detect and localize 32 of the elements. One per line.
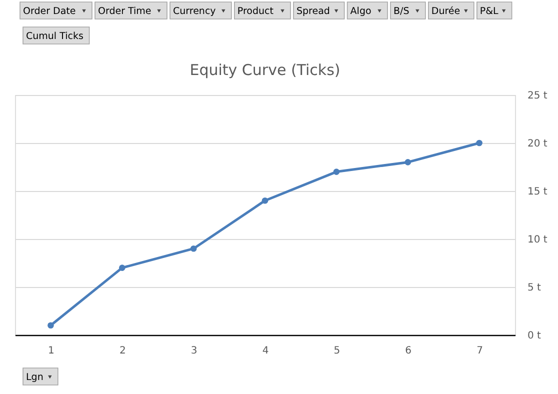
- x-tick-label: 5: [334, 346, 340, 356]
- text: Order Time: [98, 6, 152, 17]
- y-tick-label: 25 t: [528, 90, 548, 102]
- text: Lgn: [26, 372, 44, 383]
- y-tick-label: 5 t: [528, 282, 542, 294]
- y-tick-label: 15 t: [528, 186, 548, 198]
- x-tick-label: 2: [119, 346, 126, 356]
- point: [404, 159, 412, 166]
- y-tick-label: 0 t: [528, 330, 542, 342]
- x-tick-label: 7: [476, 346, 483, 356]
- x-tick-label: 4: [262, 346, 269, 356]
- text: Order Date: [23, 6, 76, 17]
- y-tick-label: 10 t: [528, 234, 548, 246]
- text: B/S: [394, 6, 410, 17]
- text: P&L: [480, 6, 500, 17]
- point: [190, 245, 197, 252]
- point: [262, 197, 268, 204]
- chart-title: Equity Curve (Ticks): [190, 61, 340, 79]
- point: [118, 264, 126, 271]
- text: Spread: [296, 6, 330, 17]
- point: [333, 168, 340, 175]
- x-tick-label: 1: [48, 346, 54, 356]
- text: Cumul Ticks: [26, 31, 84, 42]
- text: Currency: [173, 6, 216, 17]
- point: [476, 140, 482, 146]
- text: Product: [237, 6, 274, 17]
- point: [48, 322, 54, 329]
- x-tick-label: 3: [190, 346, 198, 356]
- text: Durée: [431, 6, 460, 17]
- text: Algo: [350, 6, 372, 17]
- x-tick-label: 6: [405, 346, 412, 356]
- y-tick-label: 20 t: [528, 138, 548, 150]
